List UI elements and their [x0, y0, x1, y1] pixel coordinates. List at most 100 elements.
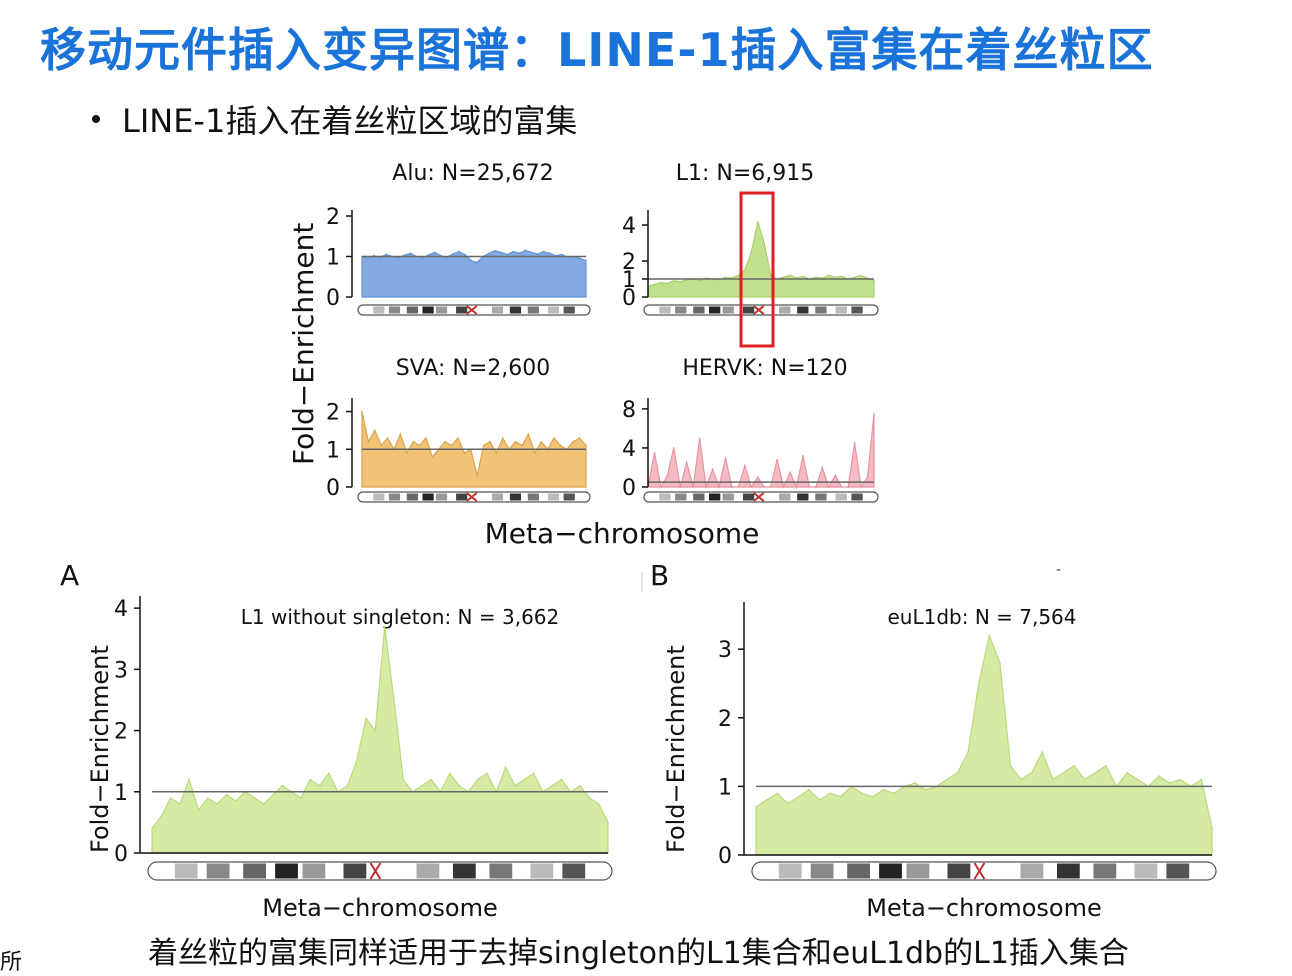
data-point-l1	[828, 274, 830, 277]
data-point-B	[1105, 765, 1107, 767]
data-point-A	[607, 821, 609, 824]
area-series-hervk	[647, 413, 875, 490]
data-point-A	[383, 625, 386, 628]
data-point-B	[765, 799, 768, 801]
centromere-mark-hervk	[753, 492, 765, 502]
data-point-A	[346, 784, 349, 787]
data-point-hervk	[698, 437, 701, 440]
chromosome-band-B	[947, 863, 971, 879]
chart-l1: L1: N=6,915 012 4	[622, 161, 879, 348]
chromosome-band-hervk	[722, 493, 734, 501]
data-point-sva	[444, 440, 447, 443]
data-point-A	[169, 797, 172, 799]
data-point-hervk	[731, 486, 733, 488]
data-point-hervk	[776, 458, 778, 461]
chromosome-band-sva	[563, 493, 575, 501]
chart-alu: Alu: N=25,672 0 1 2	[326, 161, 591, 316]
chromosome-band-sva	[422, 493, 434, 501]
chromosome-band-alu	[456, 306, 468, 314]
data-point-alu	[585, 259, 587, 262]
data-point-B	[1073, 765, 1075, 767]
chromosome-band-l1	[709, 306, 721, 314]
data-point-A	[532, 772, 535, 775]
slide-title: 移动元件插入变异图谱：LINE-1插入富集在着丝粒区	[40, 23, 1154, 77]
y-axis-label-B: Fold−Enrichment	[662, 645, 690, 853]
corner-text: 所	[0, 950, 23, 975]
data-point-hervk	[757, 476, 759, 479]
data-point-A	[281, 784, 284, 787]
data-point-sva	[361, 410, 363, 413]
data-point-hervk	[808, 486, 811, 488]
data-point-hervk	[795, 486, 798, 488]
y-tick-label-sva: 0	[326, 476, 340, 501]
x-axis-label-A: Meta−chromosome	[262, 894, 498, 922]
chromosome-band-sva	[527, 493, 539, 501]
data-point-A	[328, 772, 330, 775]
centromere-mark-B	[973, 862, 986, 880]
data-point-sva	[534, 452, 536, 454]
data-point-l1	[673, 280, 675, 282]
data-point-A	[458, 784, 460, 787]
y-tick-label-A: 2	[114, 720, 128, 745]
chart-sva: SVA: N=2,600 0 1 2	[326, 356, 591, 503]
data-point-hervk	[692, 486, 694, 488]
data-point-alu	[579, 257, 581, 260]
chromosome-band-hervk	[797, 493, 809, 501]
data-point-hervk	[866, 476, 869, 479]
data-point-hervk	[860, 486, 862, 488]
chromosome-band-A	[302, 863, 326, 879]
data-point-sva	[431, 456, 434, 458]
data-point-alu	[433, 251, 436, 254]
chromosome-band-B	[1020, 863, 1044, 879]
data-point-sva	[572, 440, 574, 443]
y-tick-label-B: 1	[718, 775, 732, 800]
data-point-sva	[450, 444, 453, 447]
y-tick-label-sva: 2	[326, 401, 340, 426]
data-point-l1	[860, 274, 862, 277]
data-point-B	[967, 751, 969, 753]
data-point-A	[597, 803, 600, 805]
data-point-B	[1052, 778, 1054, 781]
data-point-hervk	[840, 486, 843, 488]
data-point-B	[956, 771, 959, 774]
y-tick-label-hervk: 4	[622, 437, 636, 462]
data-point-hervk	[782, 486, 785, 488]
data-point-B	[1083, 778, 1086, 781]
y-tick-label-A: 1	[114, 781, 128, 806]
data-point-B	[1030, 771, 1033, 774]
chart-title-hervk: HERVK: N=120	[682, 356, 847, 381]
bullet-dot	[92, 115, 100, 123]
chromosome-band-A	[275, 863, 298, 879]
data-point-alu	[464, 253, 466, 256]
data-point-alu	[403, 254, 406, 257]
area-series-alu	[361, 249, 587, 298]
data-point-sva	[578, 437, 581, 439]
data-point-hervk	[828, 486, 830, 488]
chromosome-band-B	[1093, 863, 1117, 879]
y-tick-label-alu: 1	[326, 246, 340, 271]
bullet-item: LINE-1插入在着丝粒区域的富集	[92, 96, 577, 142]
data-point-B	[787, 802, 789, 805]
data-point-A	[235, 800, 237, 802]
data-point-l1	[802, 275, 804, 278]
data-point-alu	[506, 253, 509, 256]
data-point-B	[829, 792, 831, 795]
chromosome-band-alu	[373, 306, 385, 314]
chromosome-band-l1	[851, 306, 863, 314]
data-point-B	[1041, 751, 1044, 753]
data-point-A	[588, 797, 591, 799]
chromosome-band-hervk	[851, 493, 863, 501]
data-point-alu	[470, 259, 472, 262]
data-point-sva	[559, 444, 562, 447]
data-point-alu	[476, 261, 478, 264]
data-point-alu	[512, 250, 515, 253]
data-point-A	[253, 797, 256, 799]
chromosome-band-B	[1166, 863, 1190, 879]
data-point-A	[523, 778, 525, 781]
data-point-B	[977, 682, 980, 685]
data-point-A	[374, 729, 377, 732]
chromosome-band-alu	[422, 306, 434, 314]
data-point-hervk	[744, 464, 746, 467]
chromosome-band-sva	[491, 493, 504, 501]
data-point-hervk	[711, 468, 714, 471]
